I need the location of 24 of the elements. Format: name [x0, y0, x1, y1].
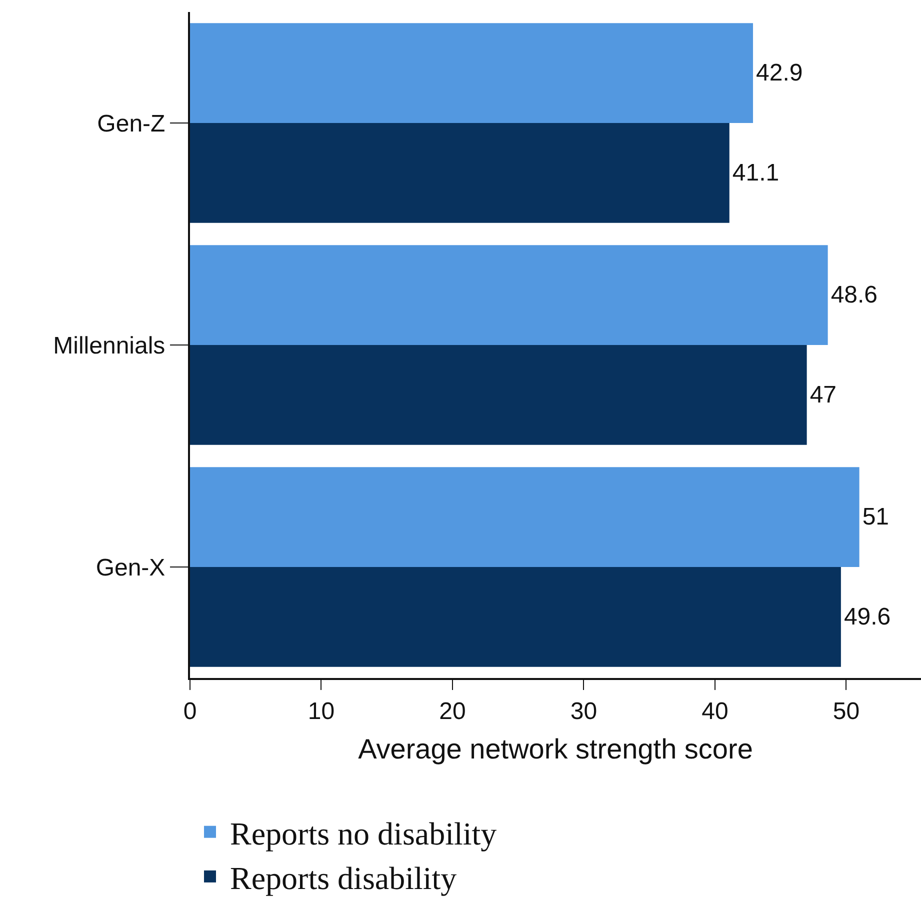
bar — [190, 23, 754, 123]
x-axis-title: Average network strength score — [358, 733, 753, 764]
data-label: 47 — [810, 381, 837, 408]
y-tick-label: Gen-Z — [97, 110, 166, 138]
data-label: 42.9 — [756, 60, 803, 87]
x-tick-label: 0 — [183, 698, 197, 725]
data-label: 48.6 — [830, 282, 878, 309]
bar — [190, 345, 807, 445]
x-tick-label: 20 — [439, 698, 466, 725]
data-label: 51 — [862, 504, 890, 531]
bar — [190, 467, 860, 567]
x-tick-label: 10 — [308, 698, 335, 725]
y-tick-label: Gen-X — [96, 554, 166, 582]
x-tick-label: 40 — [702, 698, 728, 725]
data-label: 41.1 — [732, 159, 780, 186]
legend-label: Reports disability — [230, 860, 457, 896]
x-tick-label: 30 — [570, 698, 598, 725]
bar — [190, 123, 730, 223]
bar — [190, 245, 828, 345]
data-label: 49.6 — [844, 603, 891, 630]
bar — [190, 567, 841, 667]
legend-label: Reports no disability — [230, 815, 497, 852]
x-tick-label: 50 — [832, 698, 860, 725]
y-tick-label: Millennials — [53, 332, 166, 360]
